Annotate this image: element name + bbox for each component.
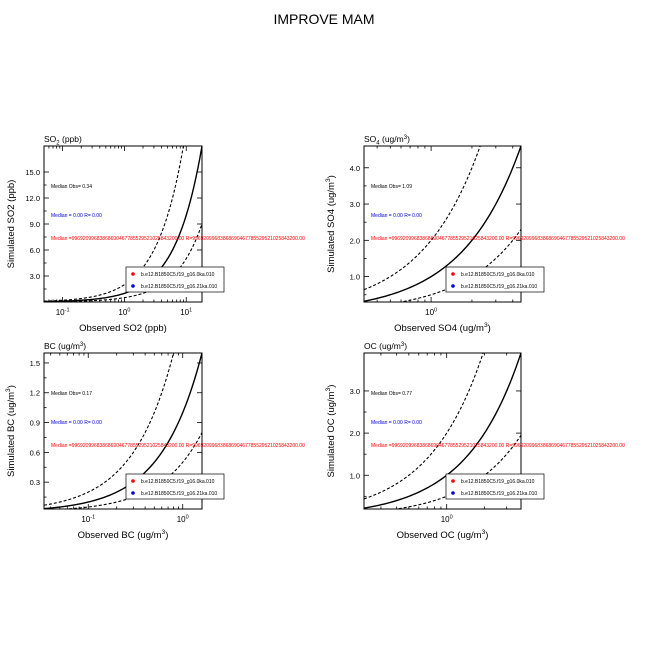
legend-marker [451,491,455,495]
two-to-one-line [364,353,484,500]
plot-frame [363,145,522,303]
one-to-one-line [44,146,202,302]
median-red-label: Median =99692099683868690467785529521025… [51,236,305,242]
y-tick-label: 12.0 [25,194,40,203]
median-blue-label: Median = 0.00 R= 0.00 [371,213,422,219]
one-to-one-line [44,353,202,509]
legend-entry: b.e12.B1850C5.f19_g16.0ka.010 [141,272,215,278]
y-tick-label: 9.0 [30,220,40,229]
panel-title: OC (ug/m3) [364,341,407,351]
y-tick-label: 6.0 [30,246,40,255]
panel-title: SO4 (ug/m3) [364,134,410,147]
median-blue-label: Median = 0.00 R= 0.00 [371,420,422,426]
one-to-one-line [364,353,521,509]
y-tick-label: 0.3 [30,478,40,487]
x-tick-label: 100 [118,308,130,318]
legend-entry: b.e12.B1850C5.f19_g16.21ka.010 [141,491,217,497]
panel-4: 100 1.0 2.0 3.0 OC (ug/m3) Observed OC (ug/m3… [325,341,625,541]
x-tick-label: 100 [177,515,189,525]
plot-frame [363,352,522,510]
panel-3: 10-1 100 0.3 0.6 0.9 1.2 1.5 BC (ug/m3) Observed… [5,341,305,541]
legend-entry: b.e12.B1850C5.f19_g16.0ka.010 [461,479,535,485]
two-to-one-line [44,146,184,302]
legend-entry: b.e12.B1850C5.f19_g16.0ka.010 [461,272,535,278]
legend-box [125,473,225,500]
figure-title: IMPROVE MAM [273,11,374,27]
y-tick-label: 3.0 [350,387,360,396]
panel-title: SO2 (ppb) [44,134,82,147]
one-to-two-line [44,223,202,302]
legend-entry: b.e12.B1850C5.f19_g16.21ka.010 [461,491,537,497]
median-obs-label: Median Obs= 1.09 [371,184,412,190]
y-tick-label: 2.0 [350,429,360,438]
one-to-two-line [392,434,521,509]
y-tick-label: 1.0 [350,273,360,282]
legend-entry: b.e12.B1850C5.f19_g16.0ka.010 [141,479,215,485]
legend-box [445,266,545,293]
legend-box [125,266,225,293]
two-to-one-line [44,353,175,506]
x-tick-label: 101 [180,308,192,318]
y-axis-label: Simulated BC (ug/m3) [5,385,17,477]
y-tick-label: 0.9 [30,419,40,428]
y-tick-label: 3.0 [30,272,40,281]
legend-marker [131,491,135,495]
median-red-label: Median =99692099683868690467785529521025… [371,236,625,242]
y-tick-label: 15.0 [25,168,40,177]
median-red-label: Median =99692099683868690467785529521025… [371,443,625,449]
x-tick-label: 100 [441,515,453,525]
x-axis-label: Observed SO4 (ug/m3) [394,322,491,334]
panel-1: 10-1 100 101 3.0 6.0 9.0 12.0 15.0 SO2 (ppb) Obse… [6,134,305,334]
legend-marker [131,284,135,288]
legend-box [445,473,545,500]
median-blue-label: Median = 0.00 R= 0.00 [51,213,102,219]
median-red-label: Median =99692099683868690467785529521025… [51,443,305,449]
x-axis-label: Observed SO2 (ppb) [79,323,167,334]
y-tick-label: 4.0 [350,164,360,173]
x-tick-label: 100 [425,308,437,318]
panel-title: BC (ug/m3) [44,341,86,351]
median-blue-label: Median = 0.00 R= 0.00 [51,420,102,426]
y-tick-label: 0.6 [30,448,40,457]
one-to-one-line [364,146,521,302]
y-axis-label: Simulated SO2 (ppb) [6,180,17,269]
y-tick-label: 1.5 [30,359,40,368]
legend-marker [451,272,455,276]
legend-entry: b.e12.B1850C5.f19_g16.21ka.010 [461,284,537,290]
x-axis-label: Observed BC (ug/m3) [78,529,169,541]
y-tick-label: 1.2 [30,389,40,398]
y-axis-label: Simulated SO4 (ug/m3) [325,175,337,273]
median-obs-label: Median Obs= 0.17 [51,391,92,397]
y-axis-label: Simulated OC (ug/m3) [325,385,337,478]
panel-2: 100 1.0 2.0 3.0 4.0 SO4 (ug/m3) Observed SO4 (… [325,134,625,334]
plot-frame [43,352,203,510]
x-axis-label: Observed OC (ug/m3) [397,529,489,541]
two-to-one-line [364,146,481,291]
one-to-two-line [397,229,521,302]
y-tick-label: 1.0 [350,471,360,480]
legend-marker [131,479,135,483]
y-tick-label: 3.0 [350,200,360,209]
x-tick-label: 10-1 [81,515,95,525]
median-obs-label: Median Obs= 0.34 [51,184,92,190]
legend-entry: b.e12.B1850C5.f19_g16.21ka.010 [141,284,217,290]
median-obs-label: Median Obs= 0.77 [371,391,412,397]
legend-marker [131,272,135,276]
legend-marker [451,479,455,483]
legend-marker [451,284,455,288]
x-tick-label: 10-1 [56,308,70,318]
y-tick-label: 2.0 [350,236,360,245]
